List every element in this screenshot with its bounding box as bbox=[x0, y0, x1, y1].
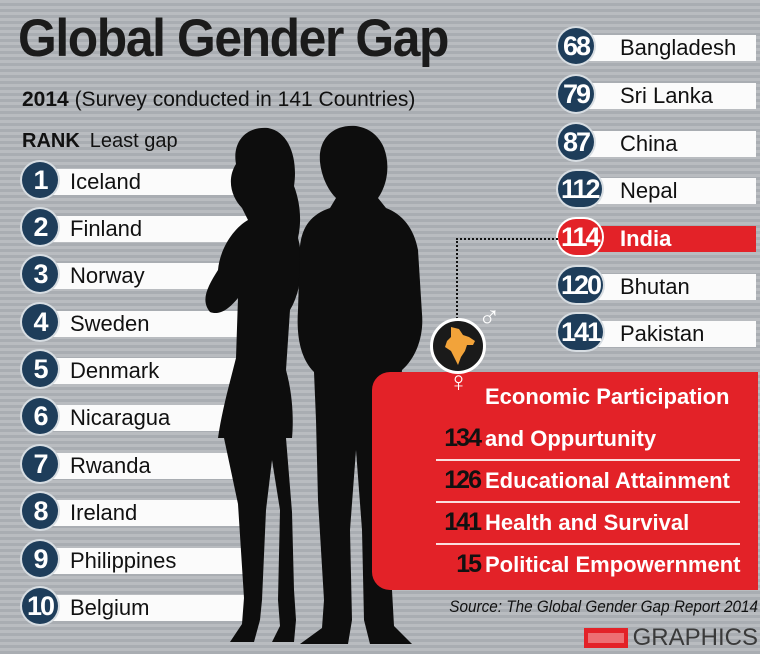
rank-badge: 141 bbox=[558, 314, 604, 350]
rank-badge: 87 bbox=[558, 124, 594, 160]
rank-row: 141 Pakistan bbox=[558, 314, 756, 350]
indicator-row: 134 and Oppurtunity bbox=[436, 419, 656, 457]
rank-bar bbox=[572, 178, 756, 204]
divider bbox=[436, 543, 740, 545]
rank-row: 87 China bbox=[558, 124, 756, 160]
rank-badge: 79 bbox=[558, 76, 594, 112]
rank-bar bbox=[36, 500, 260, 526]
subtitle-year: 2014 bbox=[22, 88, 69, 111]
indicator-row: 15 Political Empowernment bbox=[436, 545, 741, 583]
rank-row: 8 Ireland bbox=[22, 493, 260, 529]
rank-label: RANK bbox=[22, 130, 80, 152]
graphics-credit: GRAPHICS bbox=[632, 624, 758, 651]
page-title: Global Gender Gap bbox=[18, 9, 449, 68]
rank-badge: 4 bbox=[22, 304, 58, 340]
rank-row: 79 Sri Lanka bbox=[558, 76, 756, 112]
rank-row: 120 Bhutan bbox=[558, 267, 756, 303]
country-name: Norway bbox=[70, 263, 145, 288]
country-name: Philippines bbox=[70, 548, 177, 573]
rank-bar bbox=[572, 35, 756, 61]
rank-badge: 9 bbox=[22, 541, 58, 577]
country-name: Denmark bbox=[70, 358, 160, 383]
country-name: Iceland bbox=[70, 169, 141, 194]
woman-silhouette-icon bbox=[205, 127, 302, 642]
rank-row: 1 Iceland bbox=[22, 162, 260, 198]
rank-badge: 8 bbox=[22, 493, 58, 529]
rank-badge: 6 bbox=[22, 398, 58, 434]
rank-bar bbox=[36, 311, 260, 337]
rank-bar bbox=[572, 83, 756, 109]
country-name: Bangladesh bbox=[620, 35, 737, 60]
divider bbox=[436, 459, 740, 461]
subtitle-note: (Survey conducted in 141 Countries) bbox=[74, 88, 416, 111]
indicator-row: Economic Participation bbox=[436, 378, 730, 416]
female-symbol-icon: ♀ bbox=[448, 366, 469, 397]
rank-row: 7 Rwanda bbox=[22, 446, 260, 482]
indicator-rank: 15 bbox=[456, 550, 482, 578]
rank-bar bbox=[572, 131, 756, 157]
indicator-label: Educational Attainment bbox=[485, 468, 730, 493]
rank-badge: 7 bbox=[22, 446, 58, 482]
rank-header: RANK Least gap bbox=[22, 130, 178, 153]
rank-bar bbox=[36, 358, 260, 384]
country-name: Sri Lanka bbox=[620, 83, 713, 108]
indicator-row: 126 Educational Attainment bbox=[436, 461, 730, 499]
source-note: Source: The Global Gender Gap Report 201… bbox=[449, 597, 758, 616]
indicator-label: Health and Survival bbox=[485, 510, 690, 535]
india-indicators-panel bbox=[372, 372, 758, 590]
rank-badge: 68 bbox=[558, 28, 594, 64]
divider bbox=[436, 501, 740, 503]
male-symbol-icon: ♂ bbox=[478, 300, 501, 333]
indicator-rank: 134 bbox=[444, 424, 482, 452]
rank-badge: 120 bbox=[558, 267, 604, 303]
rank-badge: 3 bbox=[22, 256, 58, 292]
indicator-label: Economic Participation bbox=[485, 384, 730, 409]
rank-row-india: 114 India bbox=[558, 219, 756, 255]
indicator-label: and Oppurtunity bbox=[485, 426, 657, 451]
country-name: Nepal bbox=[620, 178, 678, 203]
indicator-row: 141 Health and Survival bbox=[436, 503, 689, 541]
india-map-icon bbox=[445, 327, 475, 365]
rank-bar bbox=[36, 169, 260, 195]
indicator-label: Political Empowernment bbox=[485, 552, 741, 577]
rank-row: 9 Philippines bbox=[22, 541, 260, 577]
indicator-rank: 141 bbox=[444, 508, 482, 536]
country-name: Pakistan bbox=[620, 321, 705, 346]
rank-bar bbox=[572, 226, 756, 252]
least-gap-label: Least gap bbox=[89, 130, 178, 152]
country-name: China bbox=[620, 131, 678, 156]
india-map-badge bbox=[430, 318, 486, 374]
rank-badge: 114 bbox=[558, 219, 602, 255]
country-name: India bbox=[620, 226, 672, 251]
country-name: Ireland bbox=[70, 500, 138, 525]
subtitle: 2014 (Survey conducted in 141 Countries) bbox=[22, 88, 415, 112]
country-name: Sweden bbox=[70, 311, 150, 336]
rank-row: 10 Belgium bbox=[22, 588, 260, 624]
dotted-connector bbox=[456, 238, 558, 326]
rank-bar bbox=[36, 548, 260, 574]
rank-bar bbox=[36, 595, 260, 621]
ht-logo-icon bbox=[584, 628, 629, 648]
country-name: Belgium bbox=[70, 595, 150, 620]
rank-row: 5 Denmark bbox=[22, 351, 260, 387]
rank-badge: 10 bbox=[22, 588, 58, 624]
rank-bar bbox=[36, 216, 260, 242]
rank-row: 4 Sweden bbox=[22, 304, 260, 340]
country-name: Rwanda bbox=[70, 453, 151, 478]
rank-bar bbox=[36, 453, 260, 479]
indicator-rank: 126 bbox=[444, 466, 482, 494]
rank-badge: 112 bbox=[558, 171, 602, 207]
rank-badge: 2 bbox=[22, 209, 58, 245]
credit: GRAPHICS bbox=[584, 624, 758, 652]
country-name: Finland bbox=[70, 216, 143, 241]
rank-row: 68 Bangladesh bbox=[558, 28, 756, 64]
rank-row: 112 Nepal bbox=[558, 171, 756, 207]
rank-badge: 5 bbox=[22, 351, 58, 387]
rank-badge: 1 bbox=[22, 162, 58, 198]
country-name: Nicaragua bbox=[70, 405, 171, 430]
country-name: Bhutan bbox=[620, 274, 690, 299]
rank-row: 2 Finland bbox=[22, 209, 260, 245]
